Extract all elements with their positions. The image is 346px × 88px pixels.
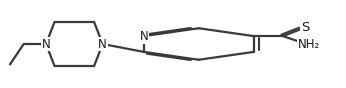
Text: NH₂: NH₂ — [298, 38, 320, 51]
Text: N: N — [42, 37, 51, 51]
Text: N: N — [98, 37, 107, 51]
Text: S: S — [301, 21, 309, 34]
Text: N: N — [139, 30, 148, 43]
